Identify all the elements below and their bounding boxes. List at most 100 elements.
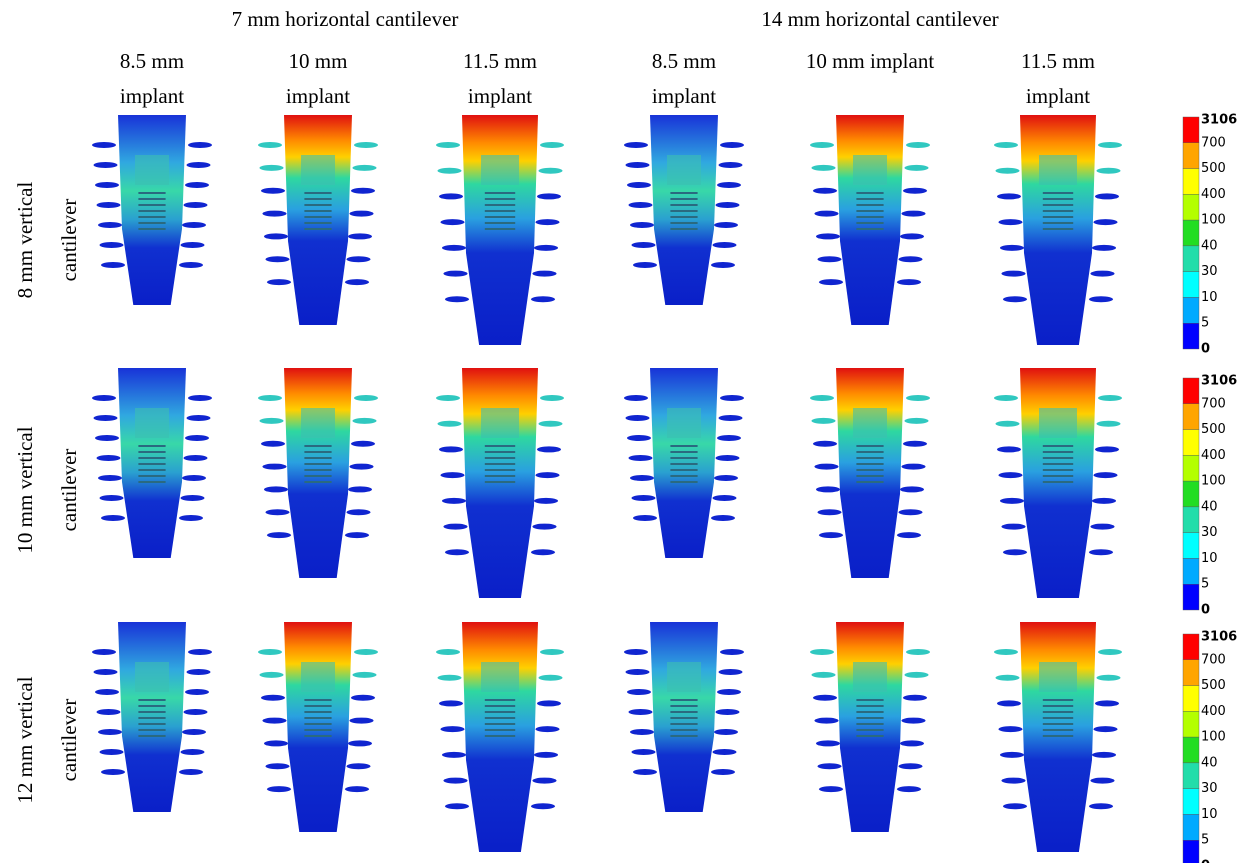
thread (814, 717, 839, 724)
legend-label: 500 (1201, 161, 1226, 176)
thread (267, 279, 291, 286)
legend-swatch (1182, 219, 1200, 247)
thread (811, 671, 836, 678)
thread (259, 417, 284, 424)
thread (906, 649, 930, 655)
legend-label: 30 (1201, 525, 1218, 540)
abutment-hex (301, 662, 335, 692)
implant (436, 368, 564, 598)
thread (180, 749, 205, 755)
thread (439, 446, 463, 453)
thread (445, 803, 469, 810)
thread (437, 674, 462, 681)
legend-swatch (1182, 323, 1200, 350)
thread (534, 751, 558, 758)
thread (994, 142, 1018, 148)
thread (1093, 219, 1118, 226)
row-label: 10 mm vertical (13, 426, 37, 553)
thread (92, 649, 116, 655)
thread (898, 256, 923, 263)
thread (531, 549, 555, 556)
column-label: 8.5 mm (120, 49, 184, 73)
thread (633, 515, 657, 521)
legend-swatch (1182, 245, 1200, 272)
implant-body (836, 622, 904, 832)
thread (624, 142, 648, 148)
thread (346, 256, 371, 263)
thread (997, 700, 1021, 707)
thread (95, 435, 119, 441)
thread (1001, 523, 1026, 530)
thread (351, 187, 375, 194)
implant (810, 368, 930, 578)
thread (1000, 497, 1024, 504)
thread (93, 669, 118, 675)
thread (346, 509, 371, 516)
thread (903, 694, 927, 701)
thread (1000, 244, 1024, 251)
implant-body (284, 368, 352, 578)
thread (1092, 751, 1116, 758)
thread (182, 729, 206, 735)
thread (995, 674, 1020, 681)
thread (264, 740, 288, 747)
column-label: 10 mm implant (806, 49, 934, 73)
thread (348, 486, 372, 493)
thread (810, 142, 834, 148)
implant (624, 368, 744, 558)
legend-swatch (1182, 788, 1200, 815)
thread (816, 233, 840, 240)
implant (994, 115, 1122, 345)
thread (95, 182, 119, 188)
thread (901, 210, 926, 217)
thread (183, 202, 208, 208)
legend-label: 100 (1201, 474, 1226, 489)
thread (352, 671, 377, 678)
thread (443, 777, 468, 784)
implant-body (284, 622, 352, 832)
column-label: implant (286, 84, 350, 108)
thread (183, 709, 208, 715)
thread (995, 167, 1020, 174)
thread (180, 242, 205, 248)
thread (188, 142, 212, 148)
thread (995, 420, 1020, 427)
thread (994, 395, 1018, 401)
legend-swatch (1182, 142, 1200, 169)
implant (810, 115, 930, 325)
implant (624, 622, 744, 812)
legend-swatch (1182, 736, 1200, 764)
thread (1093, 726, 1118, 733)
thread (258, 142, 282, 148)
thread (819, 532, 843, 539)
thread (259, 671, 284, 678)
thread (259, 164, 284, 171)
thread (720, 142, 744, 148)
thread (349, 717, 374, 724)
column-label: implant (120, 84, 184, 108)
thread (534, 244, 558, 251)
implant (624, 115, 744, 305)
thread (628, 455, 653, 461)
thread (443, 523, 468, 530)
row-label: 12 mm vertical (13, 676, 37, 803)
thread (538, 420, 563, 427)
thread (262, 210, 287, 217)
thread (354, 649, 378, 655)
thread (1098, 649, 1122, 655)
thread (904, 164, 929, 171)
legend-label: 700 (1201, 652, 1226, 667)
thread (900, 486, 924, 493)
thread (628, 202, 653, 208)
abutment-hex (853, 155, 887, 185)
abutment-hex (481, 155, 519, 185)
thread (437, 167, 462, 174)
thread (532, 270, 557, 277)
thread (633, 769, 657, 775)
thread (537, 193, 561, 200)
thread (345, 279, 369, 286)
legend-swatch (1182, 480, 1200, 508)
legend-swatch (1182, 194, 1200, 221)
thread (535, 726, 560, 733)
thread (183, 455, 208, 461)
